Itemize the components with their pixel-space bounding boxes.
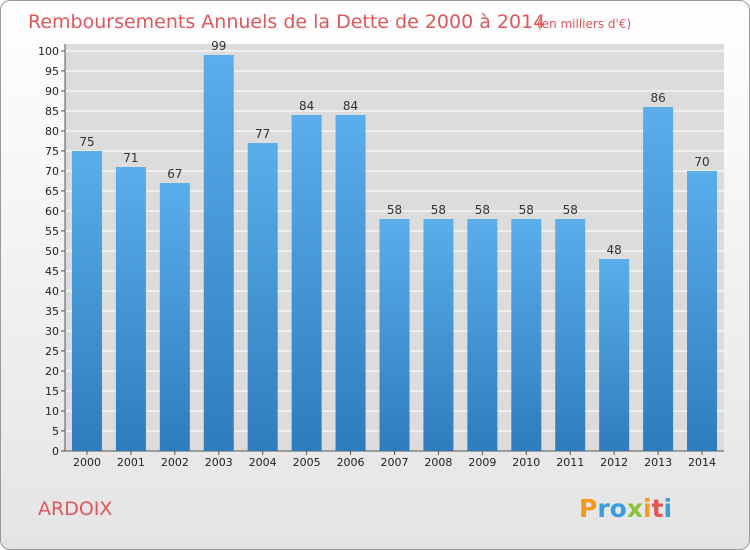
bar-2001 — [115, 167, 146, 451]
x-tick-label: 2003 — [205, 456, 233, 469]
bar-2010 — [511, 219, 542, 451]
y-tick-label: 95 — [45, 65, 59, 78]
bar-value-label: 58 — [475, 203, 490, 217]
x-axis: 2000 2001 2002 2003 2004 2005 2006 2007 2008 2009… — [73, 451, 716, 469]
bar-2005 — [291, 115, 322, 451]
x-tick-label: 2001 — [117, 456, 145, 469]
chart-subtitle: (en milliers d'€) — [537, 17, 631, 31]
y-tick-label: 15 — [45, 385, 59, 398]
logo-letter: o — [610, 494, 627, 523]
bar-2006 — [335, 115, 366, 451]
bar-value-label: 75 — [79, 135, 94, 149]
y-tick-label: 50 — [45, 245, 59, 258]
bar-value-label: 77 — [255, 127, 270, 141]
y-tick-label: 10 — [45, 405, 59, 418]
bar-2008 — [423, 219, 454, 451]
y-tick-label: 30 — [45, 325, 59, 338]
x-tick-label: 2005 — [293, 456, 321, 469]
x-tick-label: 2013 — [644, 456, 672, 469]
bar-value-label: 86 — [650, 91, 665, 105]
bar-2007 — [379, 219, 410, 451]
x-tick-label: 2002 — [161, 456, 189, 469]
logo-letter: i — [664, 494, 673, 523]
x-tick-label: 2004 — [249, 456, 277, 469]
y-tick-label: 65 — [45, 185, 59, 198]
y-tick-label: 70 — [45, 165, 59, 178]
bar-value-label: 48 — [607, 243, 622, 257]
bar-2000 — [71, 151, 102, 451]
bar-2004 — [247, 143, 278, 451]
x-tick-label: 2009 — [468, 456, 496, 469]
x-tick-label: 2011 — [556, 456, 584, 469]
bar-value-label: 58 — [563, 203, 578, 217]
logo-letter: P — [579, 494, 597, 523]
y-tick-label: 85 — [45, 105, 59, 118]
bar-value-label: 58 — [519, 203, 534, 217]
bar-2003 — [203, 55, 234, 451]
logo-letter: t — [652, 494, 664, 523]
y-tick-label: 5 — [52, 425, 59, 438]
logo-letter: x — [627, 494, 643, 523]
bar-value-label: 70 — [694, 155, 709, 169]
bar-2011 — [555, 219, 586, 451]
y-tick-label: 55 — [45, 225, 59, 238]
y-tick-label: 20 — [45, 365, 59, 378]
bar-2009 — [467, 219, 498, 451]
x-tick-label: 2012 — [600, 456, 628, 469]
bar-value-label: 67 — [167, 167, 182, 181]
bars: 75 71 67 99 77 84 84 58 58 58 58 58 48 86 70 — [71, 39, 718, 451]
y-tick-label: 25 — [45, 345, 59, 358]
logo-letter: i — [643, 494, 652, 523]
proxiti-logo: Proxiti — [579, 494, 672, 523]
y-tick-label: 0 — [52, 445, 59, 458]
bar-2014 — [687, 171, 718, 451]
chart-title: Remboursements Annuels de la Dette de 20… — [28, 11, 545, 33]
y-tick-label: 45 — [45, 265, 59, 278]
y-tick-label: 60 — [45, 205, 59, 218]
y-tick-label: 80 — [45, 125, 59, 138]
y-tick-label: 35 — [45, 305, 59, 318]
y-tick-label: 100 — [38, 45, 59, 58]
x-tick-label: 2008 — [424, 456, 452, 469]
x-tick-label: 2010 — [512, 456, 540, 469]
x-tick-label: 2000 — [73, 456, 101, 469]
bar-value-label: 99 — [211, 39, 226, 53]
x-tick-label: 2014 — [688, 456, 716, 469]
logo-letter: r — [597, 494, 610, 523]
y-tick-label: 40 — [45, 285, 59, 298]
bar-value-label: 84 — [343, 99, 358, 113]
bar-2012 — [599, 259, 630, 451]
x-tick-label: 2006 — [337, 456, 365, 469]
y-tick-label: 75 — [45, 145, 59, 158]
commune-name: ARDOIX — [38, 498, 112, 520]
bar-value-label: 71 — [123, 151, 138, 165]
bar-value-label: 58 — [431, 203, 446, 217]
bar-value-label: 84 — [299, 99, 314, 113]
y-tick-label: 90 — [45, 85, 59, 98]
bar-2013 — [643, 107, 674, 451]
bar-2002 — [159, 183, 190, 451]
bar-value-label: 58 — [387, 203, 402, 217]
x-tick-label: 2007 — [381, 456, 409, 469]
